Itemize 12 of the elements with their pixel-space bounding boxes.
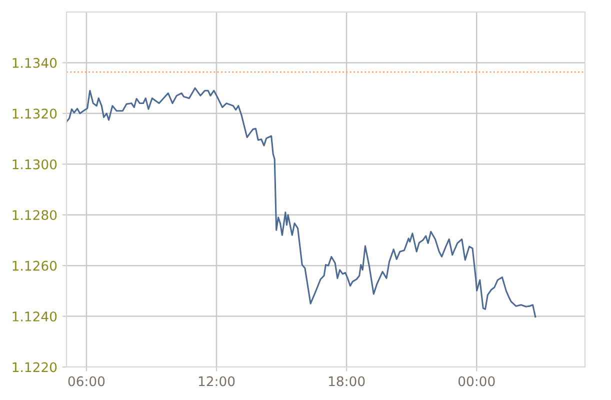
line-series	[66, 87, 536, 318]
y-tick-label: 1.1240	[12, 312, 57, 322]
x-tick-label: 12:00	[198, 376, 235, 386]
y-tick-label: 1.1260	[12, 260, 57, 271]
y-tick-label: 1.1320	[12, 108, 57, 119]
y-tick-label: 1.1340	[12, 58, 57, 68]
y-tick-label: 1.1300	[12, 159, 57, 170]
x-tick-label: 06:00	[68, 376, 105, 386]
y-tick-label: 1.1280	[12, 210, 57, 220]
x-tick-label: 00:00	[458, 376, 495, 386]
x-tick-label: 18:00	[328, 376, 365, 386]
y-tick-label: 1.1220	[12, 362, 57, 372]
